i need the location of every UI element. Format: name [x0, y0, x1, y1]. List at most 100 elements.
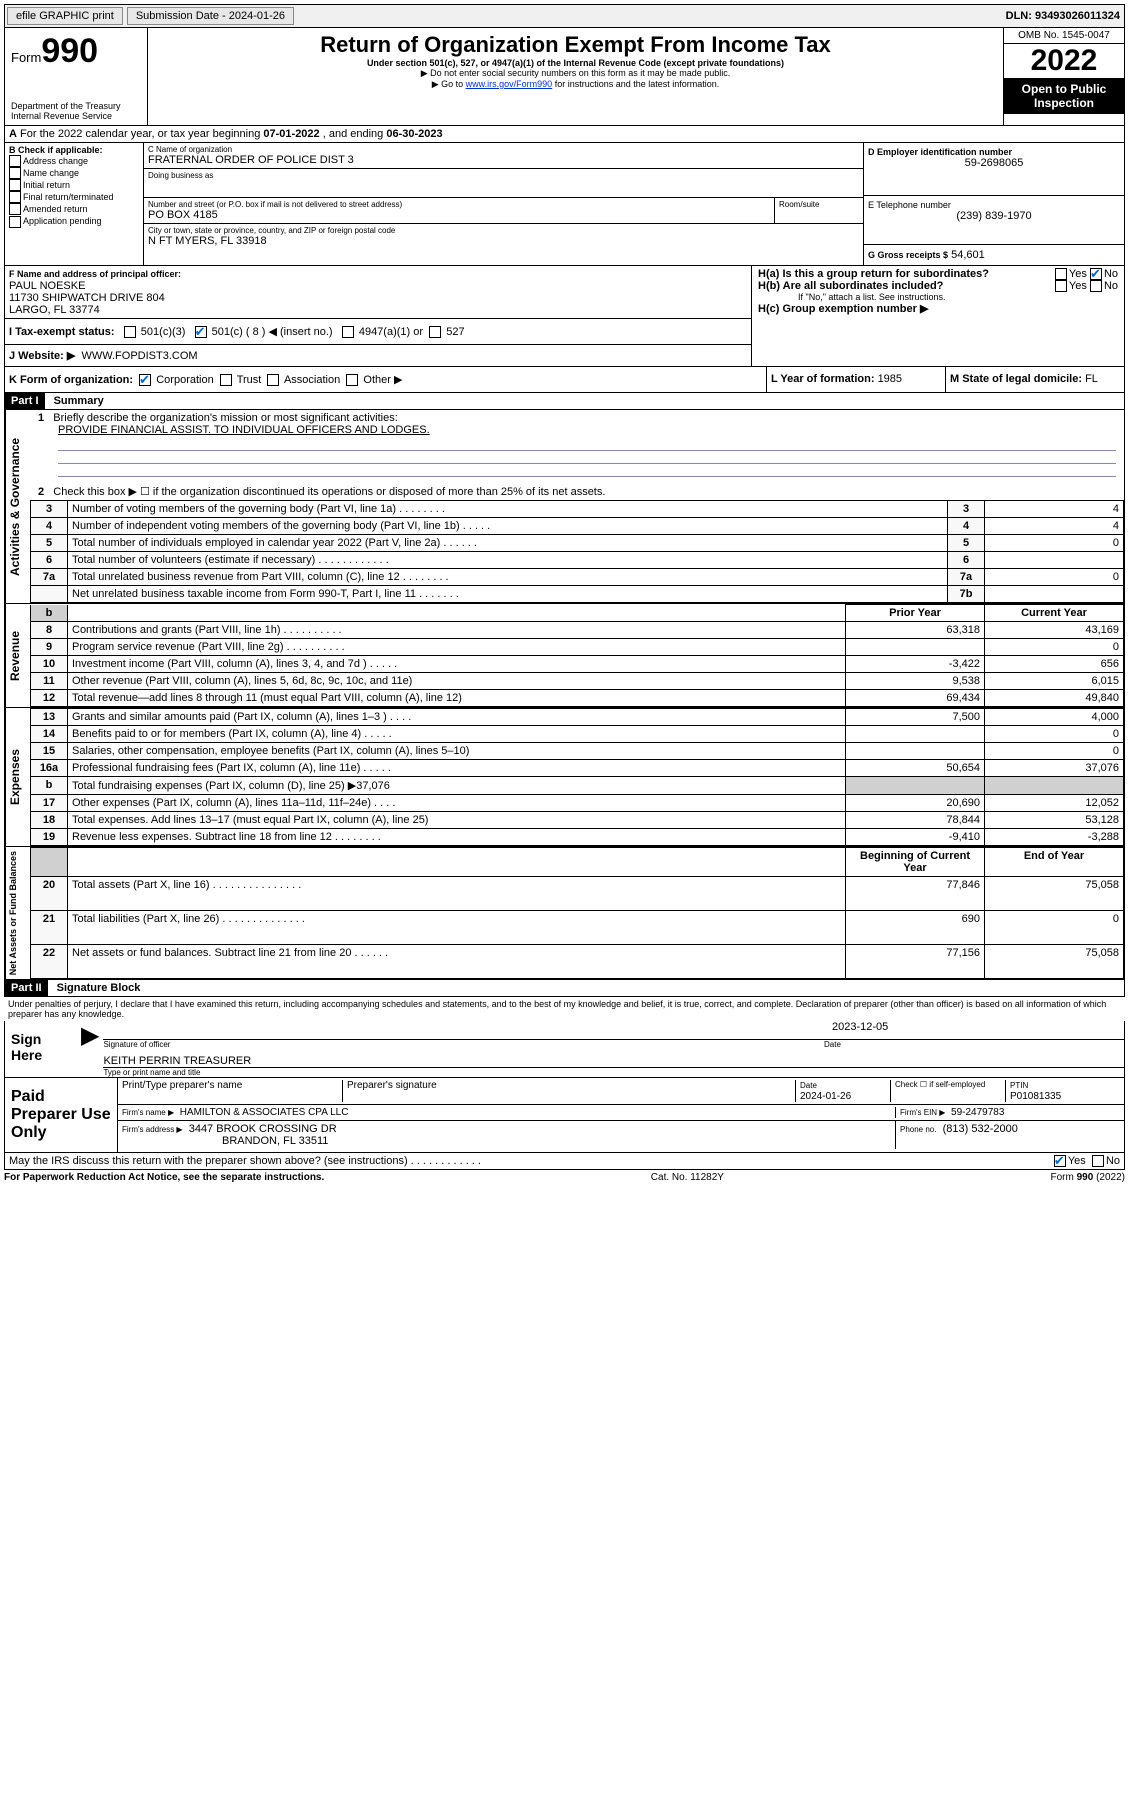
- part2-label: Part II: [5, 980, 48, 996]
- expenses-table: 13Grants and similar amounts paid (Part …: [30, 708, 1124, 846]
- sig-date-label: Date: [824, 1040, 1124, 1049]
- dept-treasury: Department of the Treasury: [11, 101, 141, 111]
- b-opt-5[interactable]: Application pending: [9, 215, 139, 227]
- table-row: 15Salaries, other compensation, employee…: [31, 743, 1124, 760]
- ha-no-check[interactable]: [1090, 268, 1102, 280]
- prep-sig-label: Preparer's signature: [342, 1080, 795, 1102]
- table-row: 10Investment income (Part VIII, column (…: [31, 656, 1124, 673]
- part2-header: Part II Signature Block: [4, 980, 1125, 997]
- table-row: 16aProfessional fundraising fees (Part I…: [31, 760, 1124, 777]
- table-row: 17Other expenses (Part IX, column (A), l…: [31, 795, 1124, 812]
- b-opt-1[interactable]: Name change: [9, 167, 139, 179]
- f-label: F Name and address of principal officer:: [9, 269, 181, 279]
- c-city-label: City or town, state or province, country…: [148, 226, 859, 235]
- k-trust: Trust: [237, 374, 262, 386]
- discuss-yes-check[interactable]: [1054, 1155, 1066, 1167]
- i-527-check[interactable]: [429, 326, 441, 338]
- table-row: 8Contributions and grants (Part VIII, li…: [31, 622, 1124, 639]
- form-header: Form990 Department of the Treasury Inter…: [4, 28, 1125, 126]
- arrow-icon: ▶: [77, 1021, 103, 1077]
- g-label: G Gross receipts $: [868, 250, 948, 260]
- k-trust-check[interactable]: [220, 374, 232, 386]
- f-addr2: LARGO, FL 33774: [9, 304, 100, 316]
- m-label: M State of legal domicile:: [950, 373, 1085, 385]
- table-row: 22Net assets or fund balances. Subtract …: [31, 945, 1124, 979]
- a-mid: , and ending: [323, 128, 387, 140]
- table-row: 5Total number of individuals employed in…: [31, 535, 1124, 552]
- subdate-label: Submission Date -: [136, 10, 229, 22]
- sig-officer-label: Signature of officer: [103, 1040, 824, 1049]
- footer-right: Form 990 (2022): [1051, 1172, 1125, 1183]
- prep-check[interactable]: Check ☐ if self-employed: [890, 1080, 1005, 1102]
- firm-name-label: Firm's name ▶: [122, 1108, 174, 1117]
- part1-body: Activities & Governance 1 Briefly descri…: [4, 410, 1125, 604]
- discuss-yes: Yes: [1068, 1155, 1086, 1167]
- l-value: 1985: [878, 373, 902, 385]
- hb-yes: Yes: [1069, 280, 1087, 292]
- firm-ein: 59-2479783: [951, 1107, 1004, 1118]
- table-row: 18Total expenses. Add lines 13–17 (must …: [31, 812, 1124, 829]
- sub3-post: for instructions and the latest informat…: [552, 79, 719, 89]
- i-4947-check[interactable]: [342, 326, 354, 338]
- a-begin: 07-01-2022: [263, 128, 319, 140]
- part1-header: Part I Summary: [4, 393, 1125, 410]
- c-name-label: C Name of organization: [148, 145, 859, 154]
- efile-print-button[interactable]: efile GRAPHIC print: [7, 7, 123, 25]
- prep-date: 2024-01-26: [800, 1091, 851, 1102]
- b-opt-3[interactable]: Final return/terminated: [9, 191, 139, 203]
- tax-year: 2022: [1004, 44, 1124, 78]
- k-other-check[interactable]: [346, 374, 358, 386]
- sig-name-label: Type or print name and title: [103, 1068, 1124, 1077]
- hb-no-check[interactable]: [1090, 280, 1102, 292]
- l2-text: Check this box ▶ ☐ if the organization d…: [53, 486, 605, 498]
- b-opt-4[interactable]: Amended return: [9, 203, 139, 215]
- form-title: Return of Organization Exempt From Incom…: [152, 32, 999, 58]
- dln-value: 93493026011324: [1035, 10, 1120, 22]
- prep-date-label: Date: [800, 1081, 817, 1090]
- table-row: 14Benefits paid to or for members (Part …: [31, 726, 1124, 743]
- table-row: 9Program service revenue (Part VIII, lin…: [31, 639, 1124, 656]
- m-value: FL: [1085, 373, 1098, 385]
- j-label: J Website: ▶: [9, 350, 75, 362]
- col-prior: Prior Year: [846, 605, 985, 622]
- a-pre: For the 2022 calendar year, or tax year …: [20, 128, 263, 140]
- declaration: Under penalties of perjury, I declare th…: [4, 997, 1125, 1021]
- b-opt-2[interactable]: Initial return: [9, 179, 139, 191]
- part1-label: Part I: [5, 393, 45, 409]
- table-row: 4Number of independent voting members of…: [31, 518, 1124, 535]
- k-corp: Corporation: [156, 374, 213, 386]
- dln: DLN: 93493026011324: [1002, 10, 1124, 22]
- g-value: 54,601: [951, 249, 985, 261]
- subdate-value: 2024-01-26: [229, 10, 285, 22]
- ha-yes-check[interactable]: [1055, 268, 1067, 280]
- hb-yes-check[interactable]: [1055, 280, 1067, 292]
- netassets-section: Net Assets or Fund Balances Beginning of…: [4, 847, 1125, 980]
- vtext-netassets: Net Assets or Fund Balances: [5, 847, 30, 979]
- i-501c3-check[interactable]: [124, 326, 136, 338]
- hb-no: No: [1104, 280, 1118, 292]
- sig-date: 2023-12-05: [824, 1021, 1124, 1040]
- firm-name: HAMILTON & ASSOCIATES CPA LLC: [180, 1107, 349, 1118]
- k-assoc-check[interactable]: [267, 374, 279, 386]
- b-opt-0[interactable]: Address change: [9, 155, 139, 167]
- table-row: bTotal fundraising expenses (Part IX, co…: [31, 777, 1124, 795]
- prep-name-label: Print/Type preparer's name: [122, 1080, 342, 1102]
- form990-link[interactable]: www.irs.gov/Form990: [466, 79, 553, 89]
- h-b-note: If "No," attach a list. See instructions…: [758, 292, 1118, 302]
- omb-number: OMB No. 1545-0047: [1004, 28, 1124, 44]
- expenses-section: Expenses 13Grants and similar amounts pa…: [4, 708, 1125, 847]
- table-row: 7aTotal unrelated business revenue from …: [31, 569, 1124, 586]
- footer-left: For Paperwork Reduction Act Notice, see …: [4, 1172, 324, 1183]
- irs-label: Internal Revenue Service: [11, 111, 141, 121]
- ptin-value: P01081335: [1010, 1091, 1061, 1102]
- discuss-no-check[interactable]: [1092, 1155, 1104, 1167]
- i-501c-check[interactable]: [195, 326, 207, 338]
- sub3-pre: Go to: [441, 79, 466, 89]
- i-o2: 501(c) ( 8 ) ◀ (insert no.): [212, 326, 333, 338]
- col-beg: Beginning of Current Year: [846, 848, 985, 877]
- d-value: 59-2698065: [868, 157, 1120, 169]
- j-value: WWW.FOPDIST3.COM: [81, 350, 197, 362]
- k-corp-check[interactable]: [139, 374, 151, 386]
- firm-ein-label: Firm's EIN ▶: [900, 1108, 945, 1117]
- revenue-table: b Prior Year Current Year 8Contributions…: [30, 604, 1124, 707]
